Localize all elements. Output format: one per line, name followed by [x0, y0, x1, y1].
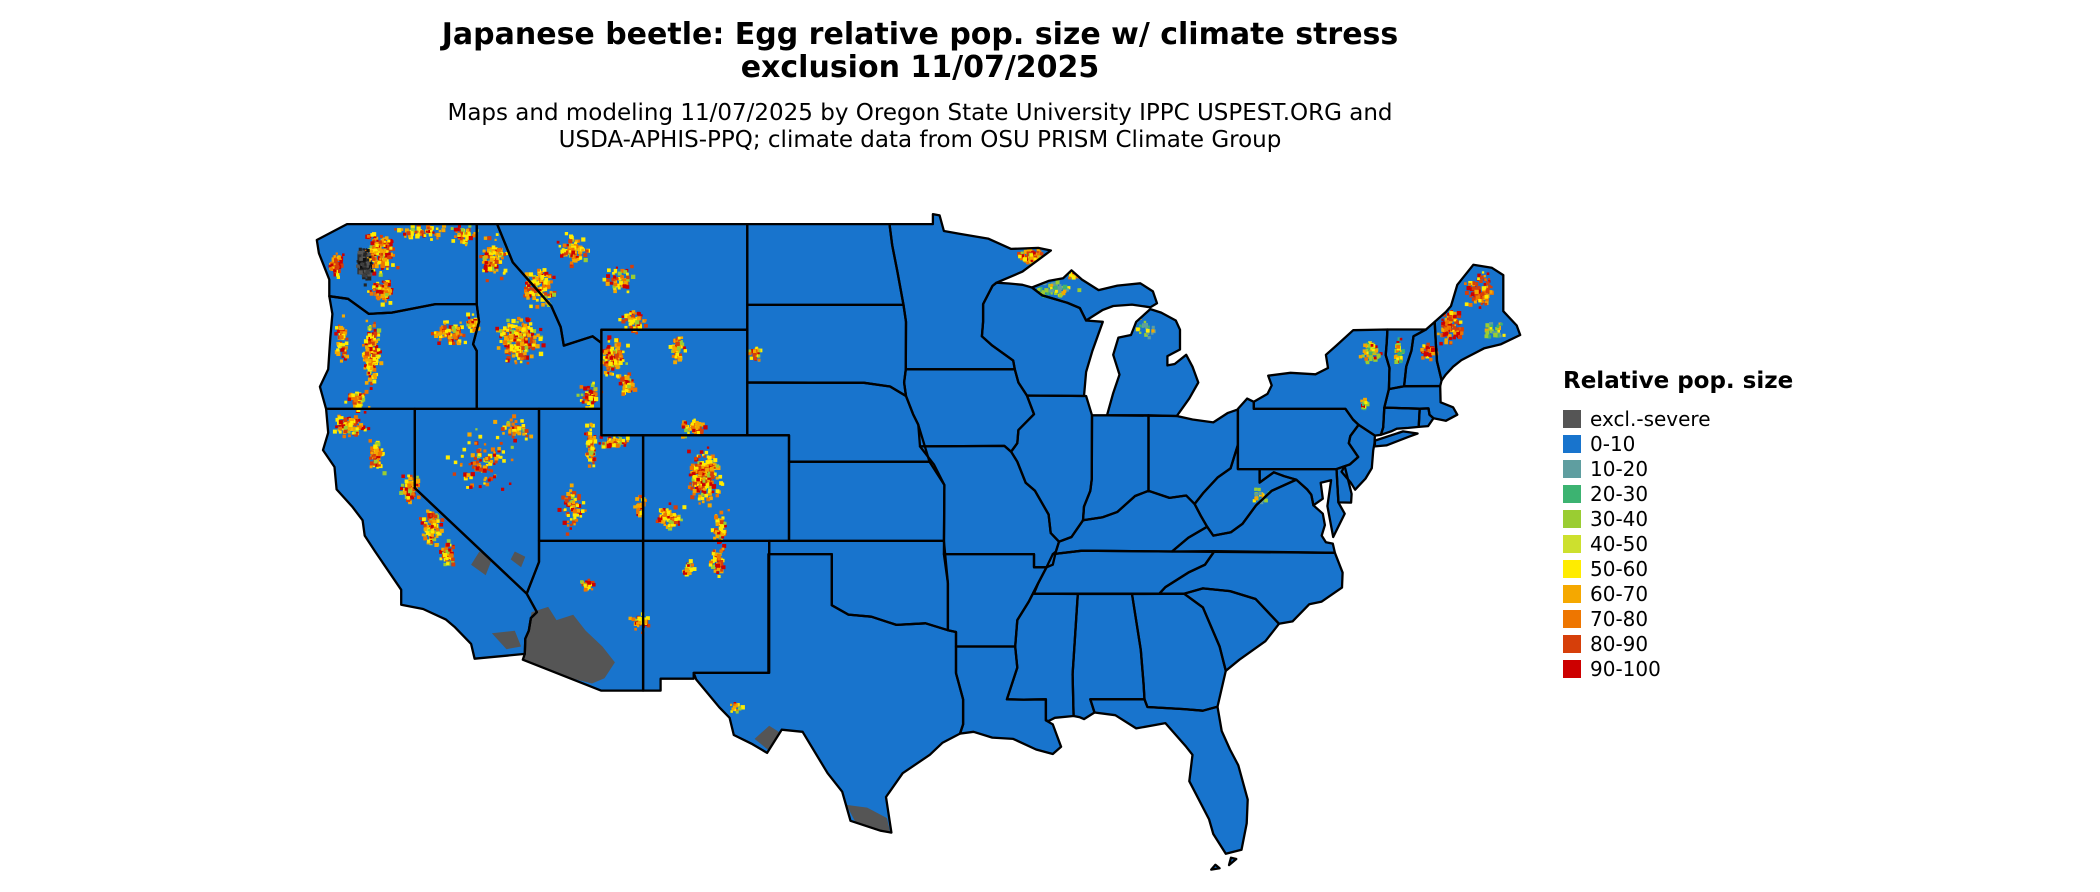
legend-row: 60-70 [1563, 581, 1793, 606]
state-li [1374, 431, 1418, 447]
state-ne [747, 382, 930, 462]
map-borders-layer [315, 212, 1522, 871]
map-legend: Relative pop. size excl.-severe 0-10 10-20… [1563, 368, 1793, 681]
state-tx [693, 554, 964, 833]
title-block: Japanese beetle: Egg relative pop. size … [0, 18, 1840, 154]
legend-row: 90-100 [1563, 656, 1793, 681]
legend-rows: excl.-severe 0-10 10-20 20-30 30-40 40-50 50-6… [1563, 406, 1793, 681]
legend-label: 60-70 [1590, 581, 1649, 606]
state-mi_up [1031, 270, 1157, 321]
state-ny [1253, 329, 1390, 436]
legend-swatch [1563, 459, 1581, 478]
figure-title-line1: Japanese beetle: Egg relative pop. size … [441, 17, 1399, 52]
state-ok [769, 540, 948, 631]
legend-row: 50-60 [1563, 556, 1793, 581]
figure-subtitle-line2: USDA-APHIS-PPQ; climate data from OSU PR… [558, 127, 1282, 153]
legend-row: 70-80 [1563, 606, 1793, 631]
subtitle-block: Maps and modeling 11/07/2025 by Oregon S… [0, 100, 1840, 154]
state-va [1172, 479, 1335, 553]
legend-swatch [1563, 534, 1581, 553]
state-oh [1148, 409, 1238, 504]
state-tn [1033, 550, 1215, 594]
legend-row: excl.-severe [1563, 406, 1793, 431]
legend-label: 40-50 [1590, 531, 1649, 556]
legend-swatch [1563, 484, 1581, 503]
legend-row: 30-40 [1563, 506, 1793, 531]
legend-swatch [1563, 609, 1581, 628]
state-mn [889, 214, 1051, 370]
state-me [1434, 264, 1521, 381]
state-mi [1107, 309, 1199, 416]
legend-label: 50-60 [1590, 556, 1649, 581]
us-map [315, 212, 1522, 871]
state-ar [943, 554, 1047, 647]
legend-title: Relative pop. size [1563, 368, 1794, 394]
state-sc [1184, 588, 1279, 671]
legend-row: 10-20 [1563, 456, 1793, 481]
legend-swatch [1563, 509, 1581, 528]
legend-swatch [1563, 434, 1581, 453]
legend-row: 40-50 [1563, 531, 1793, 556]
state-mo [920, 445, 1059, 568]
legend-label: 80-90 [1590, 631, 1649, 656]
legend-label: 10-20 [1590, 456, 1649, 481]
legend-label: 0-10 [1590, 431, 1636, 456]
state-ga [1132, 593, 1226, 711]
legend-row: 80-90 [1563, 631, 1793, 656]
legend-swatch [1563, 559, 1581, 578]
state-wi [981, 282, 1103, 396]
legend-swatch [1563, 409, 1581, 428]
legend-label: 30-40 [1590, 506, 1649, 531]
state-al [1072, 594, 1145, 720]
state-ia [904, 369, 1034, 452]
legend-swatch [1563, 584, 1581, 603]
state-nd [747, 224, 904, 305]
legend-label: 70-80 [1590, 606, 1649, 631]
state-pa [1237, 398, 1359, 470]
figure-subtitle-line1: Maps and modeling 11/07/2025 by Oregon S… [447, 100, 1393, 126]
state-ma [1384, 386, 1458, 421]
state-ky [1052, 490, 1208, 555]
figure-title-line2: exclusion 11/07/2025 [740, 50, 1100, 85]
legend-swatch [1563, 634, 1581, 653]
state-nc [1159, 551, 1343, 624]
state-de [1336, 466, 1352, 503]
legend-label: excl.-severe [1590, 406, 1711, 431]
state-wv [1194, 444, 1297, 536]
state-ct [1380, 407, 1420, 435]
legend-label: 20-30 [1590, 481, 1649, 506]
legend-label: 90-100 [1590, 656, 1661, 681]
state-or [319, 296, 479, 409]
legend-row: 20-30 [1563, 481, 1793, 506]
legend-row: 0-10 [1563, 431, 1793, 456]
state-fl [1090, 699, 1248, 854]
state-nm [643, 540, 770, 691]
state-il [1011, 395, 1092, 542]
state-ks [789, 461, 945, 541]
state-wy [601, 329, 748, 436]
state-nv [414, 408, 539, 594]
legend-swatch [1563, 659, 1581, 678]
state-inn [1083, 415, 1149, 521]
state-ms [1006, 583, 1078, 721]
state-sd [747, 304, 906, 396]
